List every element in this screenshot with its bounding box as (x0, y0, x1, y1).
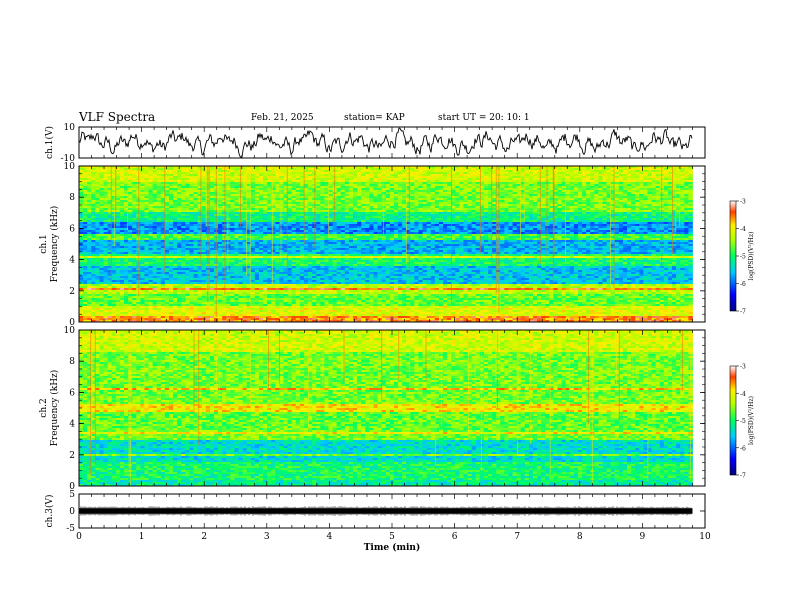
ch1-spectrogram-panel (79, 166, 693, 322)
vlf-figure: -3-4-5-6-7log(PSD)(V²/Hz)-3-4-5-6-7log(P… (0, 0, 792, 612)
ch1-waveform-panel (79, 128, 692, 157)
ch1-waveform-line (79, 128, 692, 157)
